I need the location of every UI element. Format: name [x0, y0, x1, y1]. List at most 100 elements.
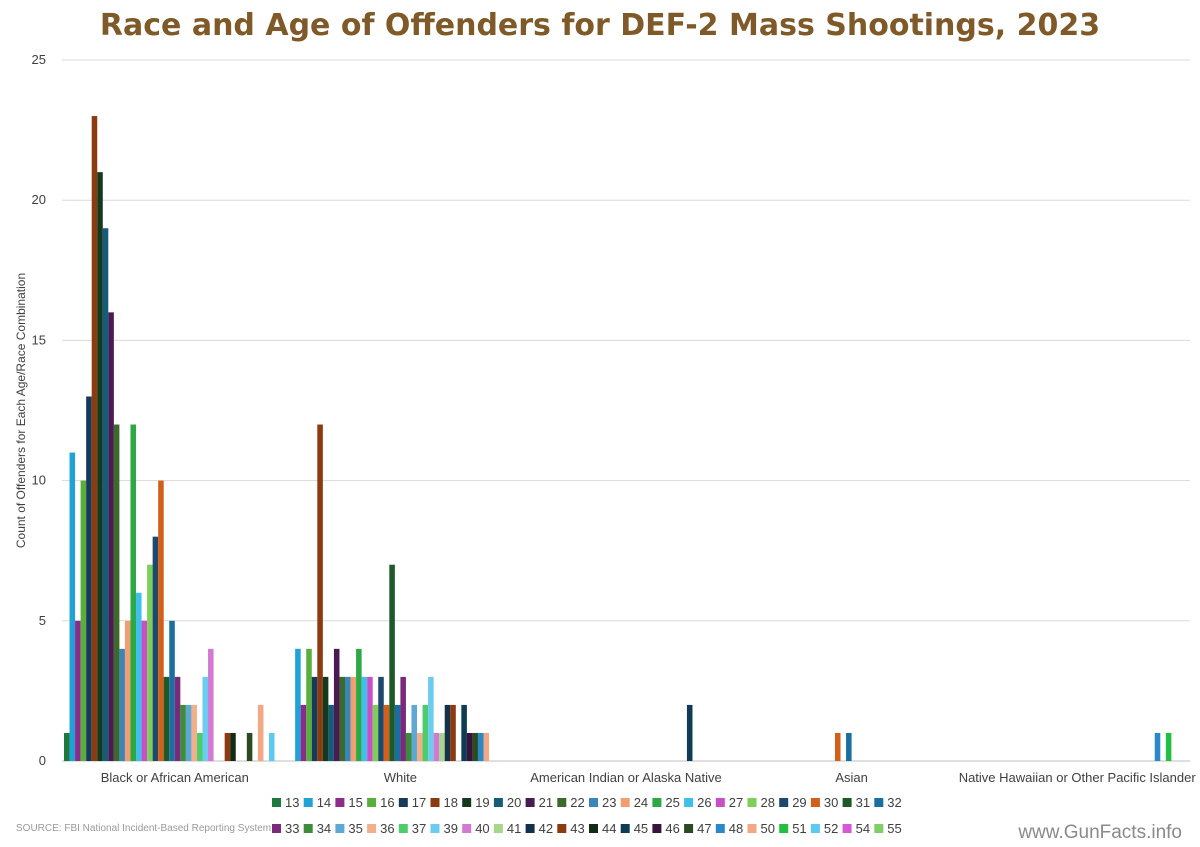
- legend-label: 20: [507, 795, 521, 810]
- legend-label: 55: [887, 821, 901, 836]
- source-note: SOURCE: FBI National Incident-Based Repo…: [16, 823, 272, 834]
- legend-swatch: [303, 798, 313, 807]
- bar-white-age-37: [422, 704, 429, 761]
- legend-label: 29: [792, 795, 806, 810]
- bar-white-age-41: [439, 732, 445, 761]
- legend-swatch: [747, 824, 757, 833]
- legend-label: 17: [412, 795, 426, 810]
- legend-swatch: [462, 798, 472, 807]
- legend-label: 21: [539, 795, 553, 810]
- bar-white-age-40: [433, 732, 440, 761]
- legend-swatch: [747, 798, 757, 807]
- bar-white-age-50: [483, 732, 490, 761]
- legend-swatch: [779, 824, 789, 833]
- bar-white-age-18: [317, 424, 323, 761]
- bar-black-or-african-american-age-23: [119, 648, 125, 761]
- bar-black-or-african-american-age-17: [86, 396, 92, 761]
- legend-swatch: [842, 824, 852, 833]
- bar-white-age-45: [461, 704, 467, 761]
- legend-label: 47: [697, 821, 711, 836]
- legend-swatch: [842, 798, 852, 807]
- legend-swatch: [620, 824, 630, 833]
- legend-label: 41: [507, 821, 521, 836]
- legend-swatch: [493, 798, 503, 807]
- bar-black-or-african-american-age-44: [230, 732, 236, 761]
- legend-swatch: [272, 798, 281, 807]
- bar-native-hawaiian-or-other-pacific-islander-age-48: [1154, 732, 1161, 761]
- legend-swatch: [525, 824, 535, 833]
- bar-white-age-27: [367, 676, 373, 761]
- bar-native-hawaiian-or-other-pacific-islander-age-51: [1165, 732, 1172, 761]
- legend-label: 23: [602, 795, 616, 810]
- bar-white-age-25: [356, 648, 362, 761]
- legend-swatch: [715, 824, 725, 833]
- legend-label: 44: [602, 821, 616, 836]
- bar-black-or-african-american-age-24: [124, 620, 131, 761]
- legend-swatch: [493, 824, 503, 833]
- y-tick-label: 5: [39, 613, 46, 628]
- legend-swatch: [430, 824, 440, 833]
- bar-white-age-43: [450, 704, 456, 761]
- legend-swatch: [620, 798, 630, 807]
- gridlines: [62, 59, 1190, 622]
- bar-black-or-african-american-age-28: [147, 564, 153, 761]
- bar-white-age-21: [333, 648, 340, 761]
- legend-label: 13: [285, 795, 299, 810]
- legend-label: 19: [475, 795, 489, 810]
- bar-black-or-african-american-age-30: [158, 480, 164, 761]
- bar-black-or-african-american-age-37: [196, 732, 203, 761]
- legend-label: 37: [412, 821, 426, 836]
- legend-swatch: [684, 824, 694, 833]
- legend-label: 52: [824, 821, 838, 836]
- legend-label: 22: [570, 795, 584, 810]
- bar-white-age-47: [472, 732, 478, 761]
- bar-white-age-17: [311, 676, 318, 761]
- bar-white-age-48: [477, 732, 484, 761]
- bar-black-or-african-american-age-25: [130, 424, 137, 761]
- legend-label: 48: [729, 821, 743, 836]
- y-tick-label: 15: [32, 332, 46, 347]
- legend-swatch: [684, 798, 694, 807]
- legend-swatch: [367, 798, 377, 807]
- bar-black-or-african-american-age-21: [108, 312, 114, 761]
- bar-black-or-african-american-age-34: [180, 704, 186, 761]
- bar-black-or-african-american-age-18: [91, 116, 98, 761]
- bar-white-age-33: [400, 676, 406, 761]
- bar-black-or-african-american-age-50: [257, 704, 264, 761]
- y-tick-label: 20: [32, 192, 46, 207]
- bar-black-or-african-american-age-26: [136, 592, 142, 761]
- bar-black-or-african-american-age-39: [202, 676, 209, 761]
- legend-label: 50: [761, 821, 775, 836]
- bar-black-or-african-american-age-15: [75, 620, 81, 761]
- bar-american-indian-or-alaska-native-age-45: [686, 704, 693, 761]
- bar-white-age-29: [378, 676, 384, 761]
- bar-black-or-african-american-age-13: [64, 732, 70, 761]
- legend-label: 31: [856, 795, 870, 810]
- bar-white-age-46: [466, 732, 473, 761]
- legend-swatch: [335, 798, 345, 807]
- legend-swatch: [779, 798, 789, 807]
- bar-black-or-african-american-age-16: [80, 480, 87, 761]
- legend-label: 30: [824, 795, 838, 810]
- bar-black-or-african-american-age-35: [185, 704, 192, 761]
- legend-swatch: [874, 798, 884, 807]
- bar-black-or-african-american-age-43: [224, 732, 231, 761]
- legend-label: 42: [539, 821, 553, 836]
- legend-label: 16: [380, 795, 394, 810]
- legend-swatch: [525, 798, 535, 807]
- bar-asian-age-30: [834, 732, 841, 761]
- legend-swatch: [652, 824, 662, 833]
- y-tick-label: 25: [32, 52, 46, 67]
- legend-swatch: [589, 798, 598, 807]
- legend-swatch: [557, 798, 567, 807]
- legend-swatch: [398, 798, 408, 807]
- bar-white-age-22: [339, 676, 345, 761]
- legend-swatch: [335, 824, 345, 833]
- bar-black-or-african-american-age-27: [141, 620, 148, 761]
- legend-label: 14: [317, 795, 331, 810]
- bar-black-or-african-american-age-52: [268, 732, 275, 761]
- axis-labels: 0 5 10 15 20 25 Count of Offenders for Each Ag…: [14, 52, 1196, 785]
- bar-white-age-39: [428, 676, 434, 761]
- legend-swatch: [874, 824, 884, 833]
